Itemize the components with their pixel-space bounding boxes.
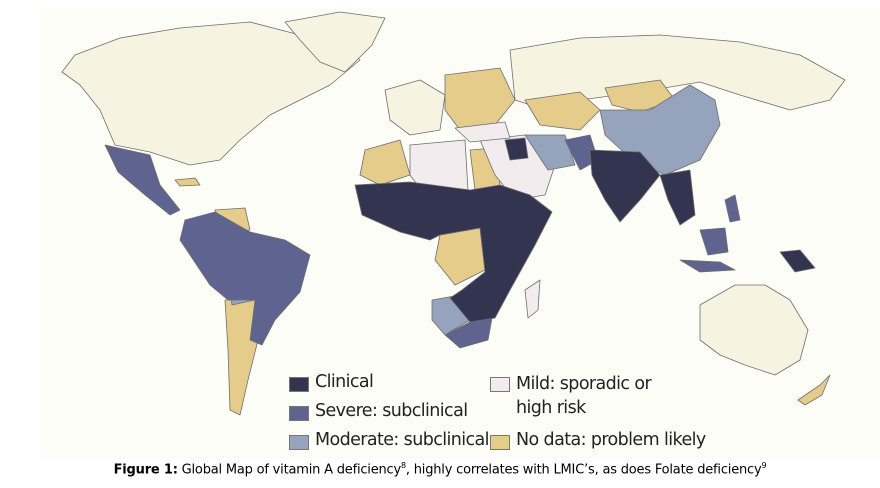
legend-swatch (490, 435, 510, 450)
legend-label: No data: problem likely (516, 430, 706, 450)
region-mild (409, 121, 556, 319)
legend-item-severe: Severe: subclinical (289, 401, 468, 421)
caption-text: Global Map of vitamin A deficiency (177, 462, 402, 478)
eastern-europe (444, 67, 516, 131)
new-zealand (797, 374, 831, 406)
region-no-data (174, 67, 831, 416)
legend-swatch (490, 377, 510, 392)
world-map (40, 8, 880, 458)
indonesia (679, 259, 736, 273)
legend-item-no-data: No data: problem likely (490, 430, 706, 450)
central-africa (434, 227, 486, 286)
new-guinea (779, 249, 816, 273)
mexico-central-america (104, 144, 181, 216)
kazakhstan (524, 91, 601, 131)
region-clinical (354, 137, 816, 323)
caption-label: Figure 1: (113, 462, 178, 478)
legend-label: Mild: sporadic or high risk (516, 372, 652, 420)
legend-swatch (289, 377, 309, 392)
borneo (699, 227, 729, 256)
sub-saharan-africa (354, 181, 553, 323)
citation-9: 9 (761, 461, 767, 470)
legend-label: Moderate: subclinical (315, 430, 490, 450)
legend-label: Clinical (315, 372, 374, 392)
india-region (589, 149, 661, 223)
philippines (724, 194, 741, 223)
caption-text: , highly correlates with LMIC’s, as does… (405, 462, 762, 478)
north-america (61, 21, 361, 166)
madagascar (524, 279, 541, 319)
north-africa-west (359, 139, 411, 186)
turkey (454, 121, 511, 143)
citation-8: 8 (401, 461, 406, 470)
legend-label-line1: Mild: sporadic or (516, 374, 652, 394)
legend-item-mild: Mild: sporadic or high risk (490, 372, 652, 420)
region-severe (104, 134, 741, 349)
australia (699, 284, 809, 376)
southern-africa (444, 317, 493, 349)
iraq (504, 137, 529, 161)
greenland (284, 11, 386, 73)
caribbean (174, 177, 201, 187)
legend-swatch (289, 406, 309, 421)
iran-region (524, 134, 576, 171)
legend-item-clinical: Clinical (289, 372, 374, 392)
southeast-asia (659, 169, 696, 226)
figure-caption: Figure 1: Global Map of vitamin A defici… (0, 461, 880, 477)
legend-label-line2: high risk (516, 398, 586, 418)
legend-label: Severe: subclinical (315, 401, 468, 421)
region-no-deficiency (61, 11, 846, 376)
legend-item-moderate: Moderate: subclinical (289, 430, 490, 450)
western-europe (384, 79, 446, 136)
legend-swatch (289, 435, 309, 450)
brazil-andes (179, 211, 311, 346)
